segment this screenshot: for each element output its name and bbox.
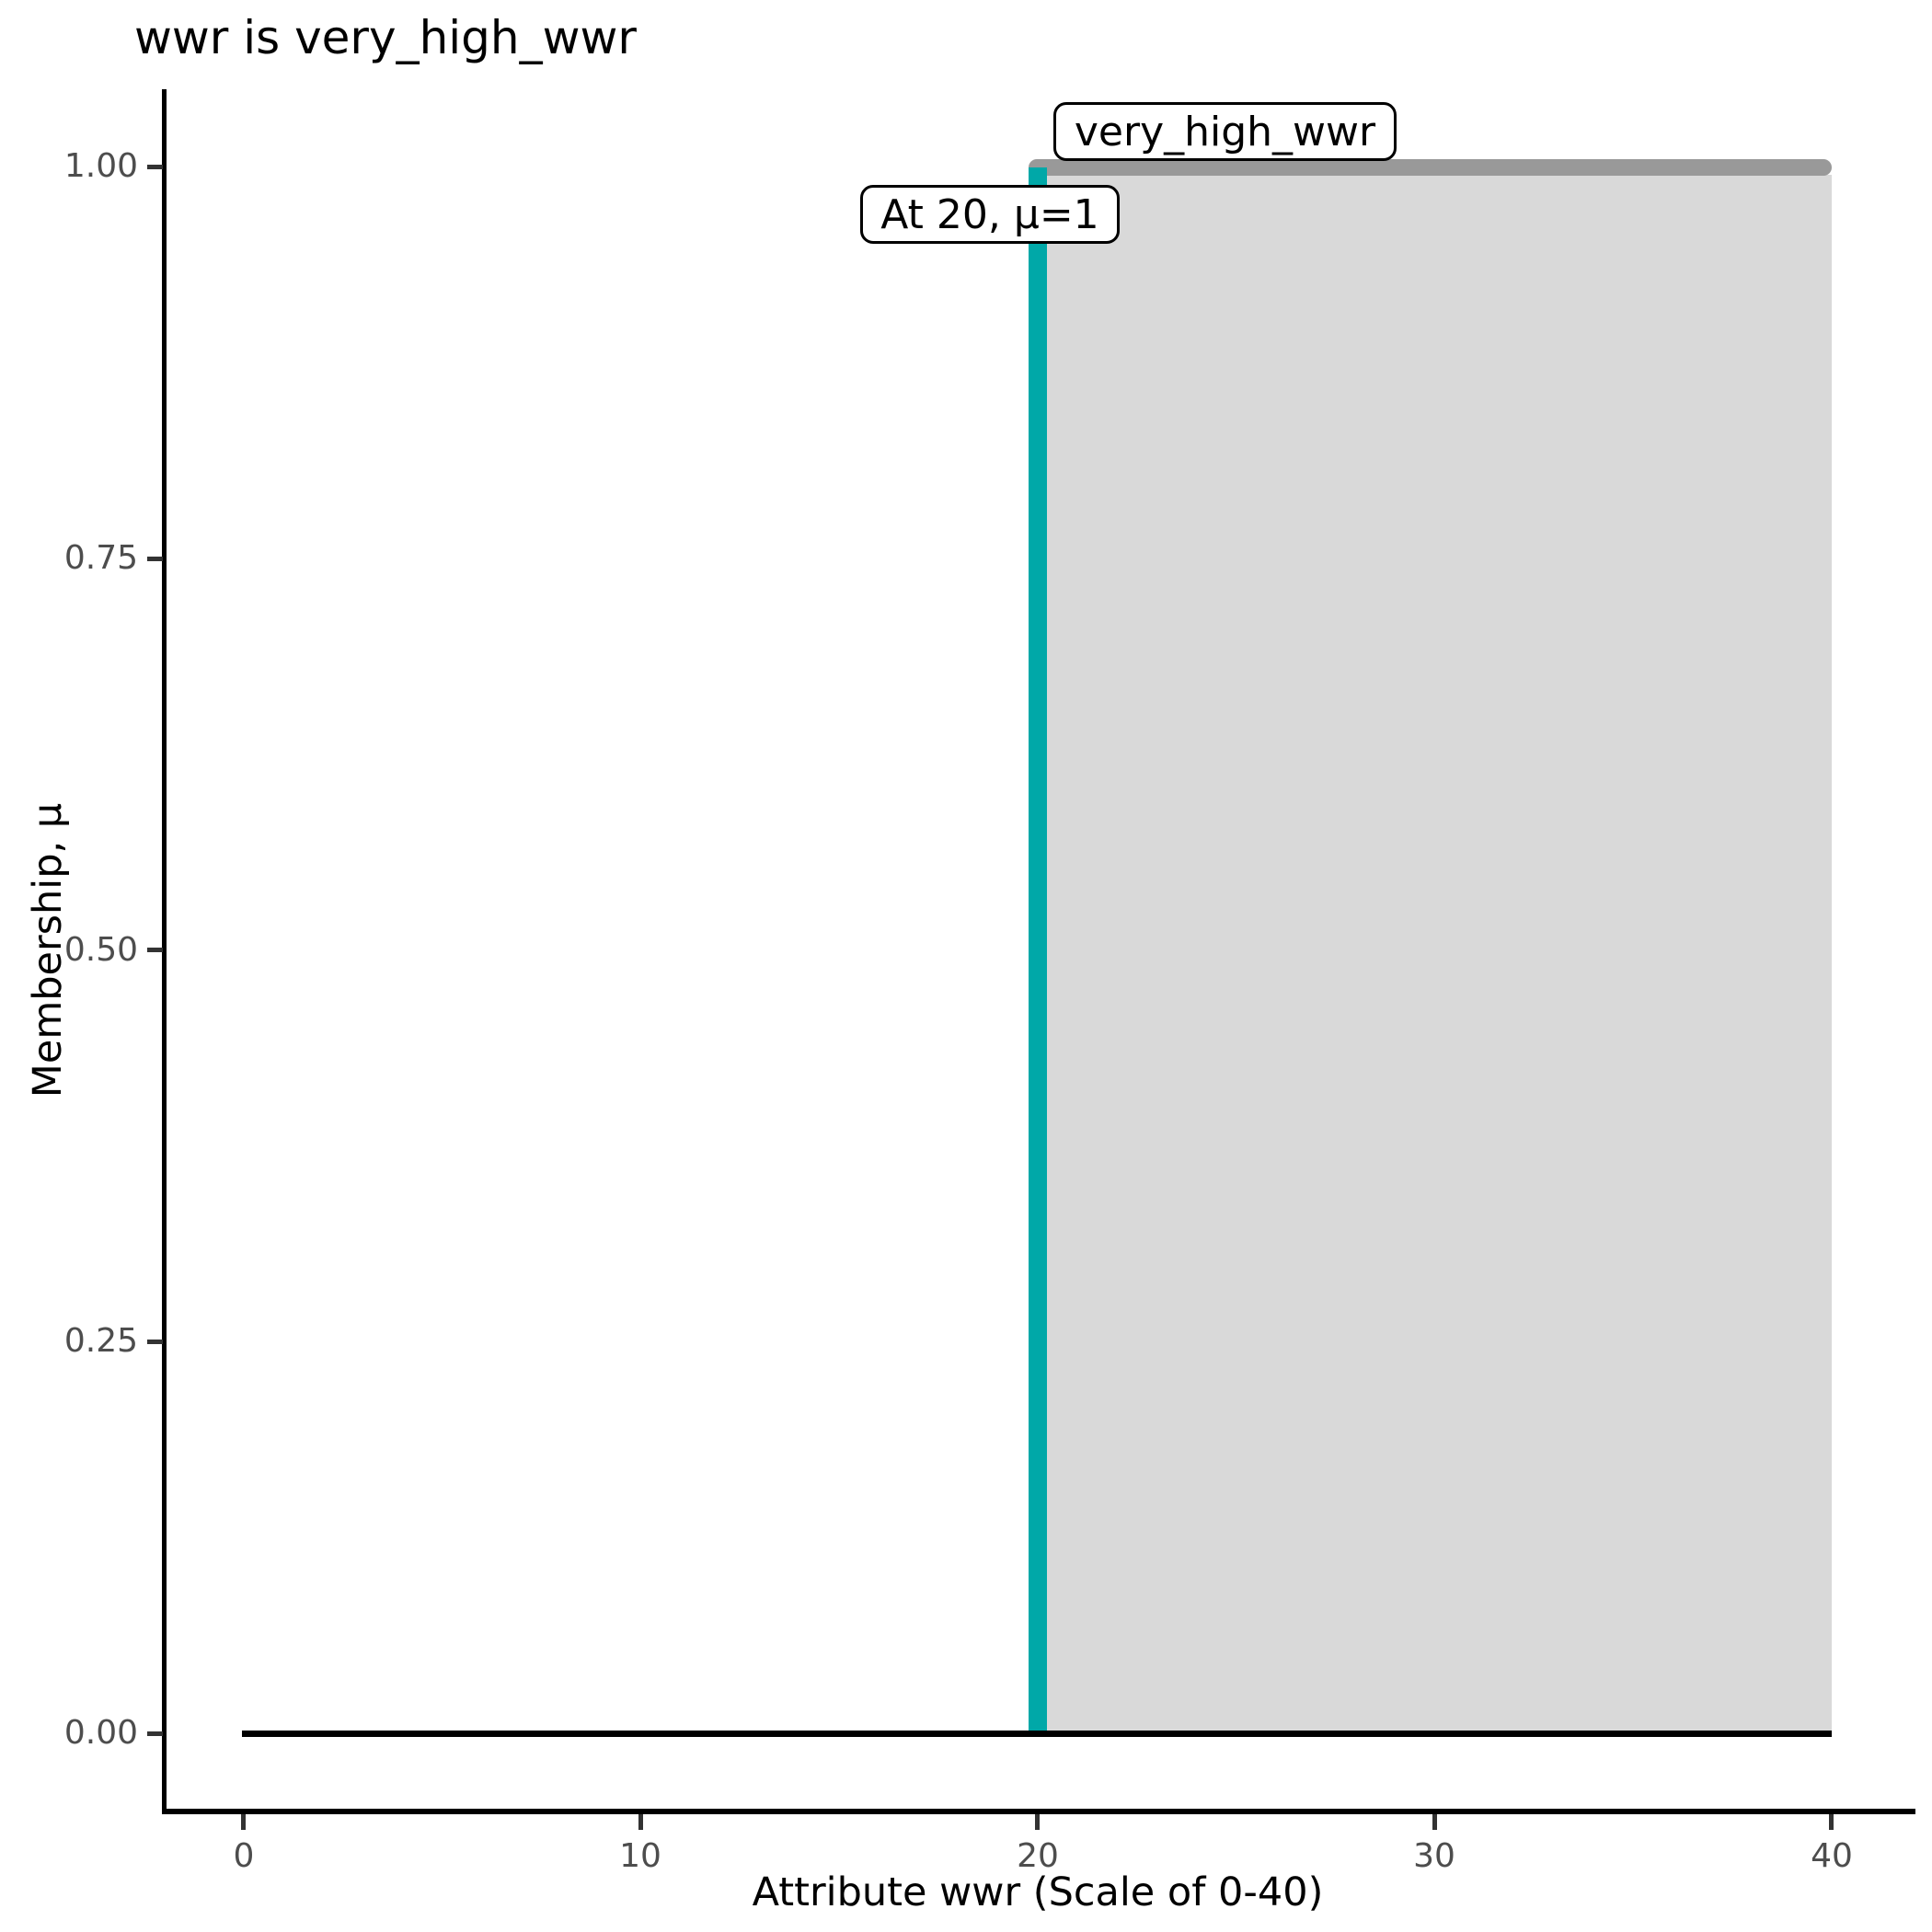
x-tick-label: 30 <box>1413 1837 1455 1875</box>
x-axis-line <box>162 1809 1915 1814</box>
membership-callout-box: At 20, μ=1 <box>860 185 1120 244</box>
x-tick-label: 10 <box>619 1837 661 1875</box>
y-tick-mark <box>147 557 163 561</box>
y-tick-label: 0.25 <box>63 1322 138 1360</box>
set-label-text: very_high_wwr <box>1074 108 1376 155</box>
x-tick-mark <box>1035 1814 1040 1830</box>
crisp-input-line <box>1029 167 1047 1737</box>
x-tick-label: 40 <box>1811 1837 1853 1875</box>
set-label-box: very_high_wwr <box>1053 102 1397 161</box>
x-tick-mark <box>241 1814 246 1830</box>
y-tick-label: 0.00 <box>63 1714 138 1752</box>
membership-zero-line <box>242 1731 1832 1737</box>
x-tick-label: 20 <box>1017 1837 1059 1875</box>
y-axis-line <box>162 89 167 1814</box>
y-tick-mark <box>147 948 163 952</box>
x-tick-mark <box>1829 1814 1834 1830</box>
y-tick-label: 0.75 <box>63 539 138 577</box>
x-tick-mark <box>1432 1814 1437 1830</box>
y-tick-label: 0.50 <box>63 931 138 969</box>
chart-title: wwr is very_high_wwr <box>134 11 637 64</box>
x-tick-label: 0 <box>233 1837 255 1875</box>
y-tick-mark <box>147 165 163 169</box>
y-axis-title: Membership, μ <box>25 802 71 1098</box>
membership-callout-text: At 20, μ=1 <box>880 190 1099 238</box>
y-tick-mark <box>147 1340 163 1344</box>
membership-one-line <box>1029 159 1832 176</box>
x-axis-title: Attribute wwr (Scale of 0-40) <box>752 1869 1324 1915</box>
membership-fill-area <box>1038 175 1832 1733</box>
x-tick-mark <box>638 1814 643 1830</box>
y-tick-label: 1.00 <box>63 147 138 185</box>
y-tick-mark <box>147 1731 163 1736</box>
